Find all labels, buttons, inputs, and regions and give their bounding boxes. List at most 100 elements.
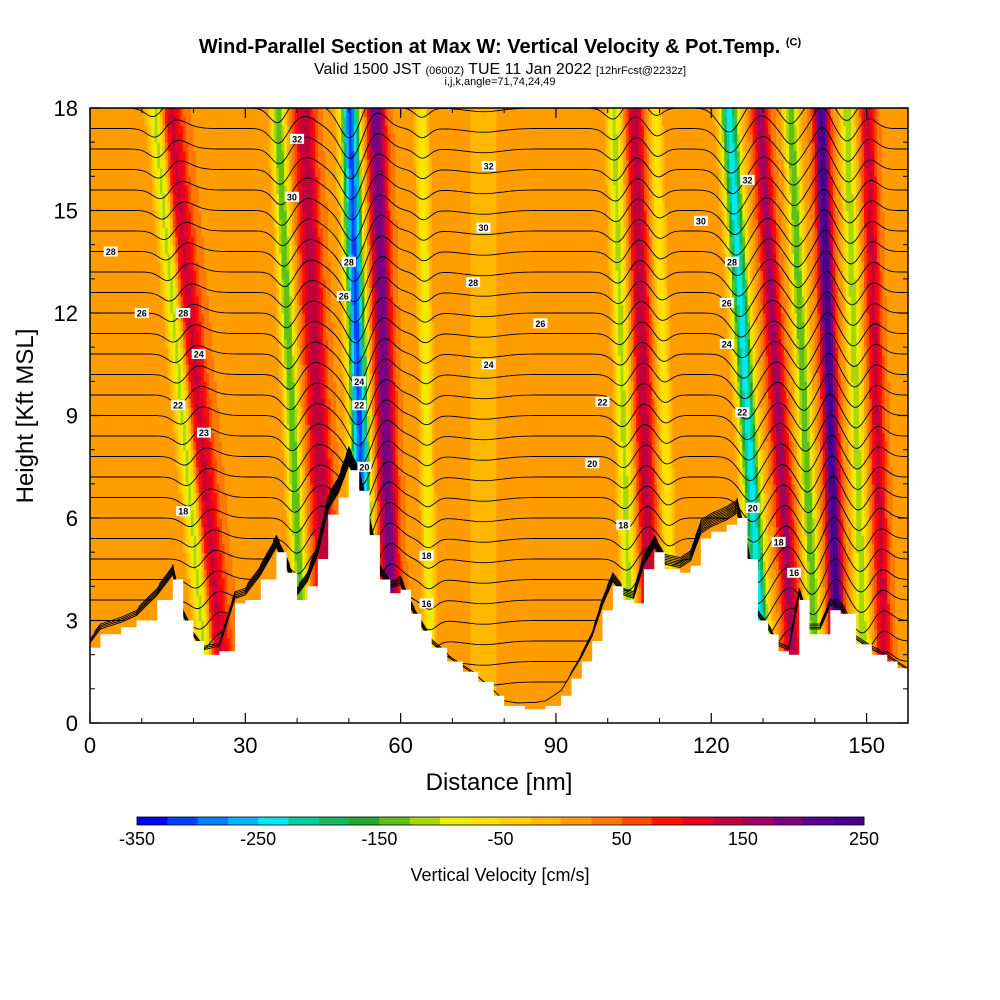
velocity-cell [144, 603, 148, 613]
velocity-cell [209, 458, 213, 468]
velocity-cell [214, 270, 218, 280]
velocity-cell [149, 193, 153, 203]
velocity-cell [203, 261, 208, 271]
velocity-cell [121, 253, 125, 263]
velocity-cell [105, 432, 109, 442]
velocity-cell [113, 432, 117, 442]
velocity-cell [219, 304, 223, 314]
velocity-cell [152, 560, 156, 570]
velocity-cell [110, 569, 114, 579]
velocity-cell [211, 560, 215, 570]
velocity-cell [170, 167, 174, 177]
velocity-cell [95, 253, 99, 263]
velocity-cell [196, 398, 200, 408]
velocity-cell [110, 586, 114, 596]
velocity-cell [159, 458, 164, 468]
velocity-cell [126, 167, 130, 177]
velocity-cell [214, 389, 218, 400]
velocity-cell [152, 458, 156, 468]
velocity-cell [152, 603, 156, 613]
velocity-cell [190, 201, 195, 212]
velocity-cell [123, 415, 127, 425]
velocity-cell [188, 415, 192, 425]
velocity-cell [157, 270, 161, 280]
velocity-cell [219, 381, 223, 391]
velocity-cell [136, 475, 140, 485]
velocity-cell [178, 133, 182, 143]
velocity-cell [201, 176, 205, 186]
velocity-cell [108, 253, 112, 263]
velocity-cell [102, 483, 107, 493]
velocity-cell [211, 646, 215, 656]
velocity-cell [154, 210, 158, 220]
velocity-cell [92, 201, 96, 212]
velocity-cell [180, 193, 184, 203]
velocity-cell [131, 500, 135, 511]
velocity-cell [167, 552, 171, 562]
velocity-cell [141, 236, 145, 246]
velocity-cell [162, 432, 166, 442]
velocity-cell [206, 125, 210, 135]
velocity-cell [224, 381, 228, 391]
velocity-cell [115, 108, 120, 118]
velocity-cell [100, 449, 104, 459]
velocity-cell [193, 244, 197, 254]
velocity-cell [201, 389, 205, 400]
velocity-cell [126, 313, 130, 323]
velocity-cell [203, 611, 208, 622]
velocity-cell [159, 219, 164, 229]
velocity-cell [214, 594, 218, 605]
velocity-cell [102, 594, 107, 605]
velocity-cell [102, 560, 107, 570]
velocity-cell [154, 432, 158, 442]
velocity-cell [123, 304, 127, 314]
velocity-cell [123, 500, 127, 511]
velocity-cell [167, 492, 171, 502]
velocity-cell [95, 594, 99, 605]
velocity-cell [92, 364, 96, 374]
velocity-cell [126, 364, 130, 374]
velocity-cell [172, 167, 177, 177]
velocity-cell [190, 458, 195, 468]
velocity-cell [196, 406, 200, 417]
velocity-cell [224, 552, 228, 562]
velocity-cell [193, 389, 197, 400]
velocity-cell [134, 167, 138, 177]
velocity-cell [183, 458, 187, 468]
velocity-cell [121, 543, 125, 553]
velocity-cell [152, 424, 156, 434]
velocity-cell [136, 526, 140, 536]
velocity-cell [123, 381, 127, 391]
velocity-cell [90, 347, 94, 357]
velocity-cell [115, 227, 120, 237]
velocity-cell [203, 364, 208, 374]
velocity-cell [149, 304, 153, 314]
velocity-cell [170, 594, 174, 605]
velocity-cell [196, 441, 200, 451]
velocity-cell [136, 552, 140, 562]
velocity-cell [152, 167, 156, 177]
velocity-cell [214, 338, 218, 348]
velocity-cell [110, 381, 114, 391]
velocity-cell [100, 278, 104, 288]
velocity-cell [115, 560, 120, 570]
velocity-cell [144, 347, 148, 357]
velocity-cell [190, 509, 195, 519]
velocity-cell [190, 518, 195, 528]
velocity-cell [216, 535, 221, 545]
velocity-cell [165, 210, 169, 220]
velocity-cell [162, 355, 166, 365]
velocity-cell [216, 611, 221, 622]
velocity-cell [146, 372, 151, 382]
velocity-cell [206, 278, 210, 288]
velocity-cell [123, 253, 127, 263]
velocity-cell [157, 594, 161, 605]
velocity-cell [90, 142, 94, 152]
velocity-cell [175, 552, 179, 562]
velocity-cell [185, 184, 189, 195]
velocity-cell [90, 458, 94, 468]
velocity-cell [149, 569, 153, 579]
velocity-cell [183, 321, 187, 331]
velocity-cell [97, 270, 101, 280]
velocity-cell [178, 184, 182, 195]
